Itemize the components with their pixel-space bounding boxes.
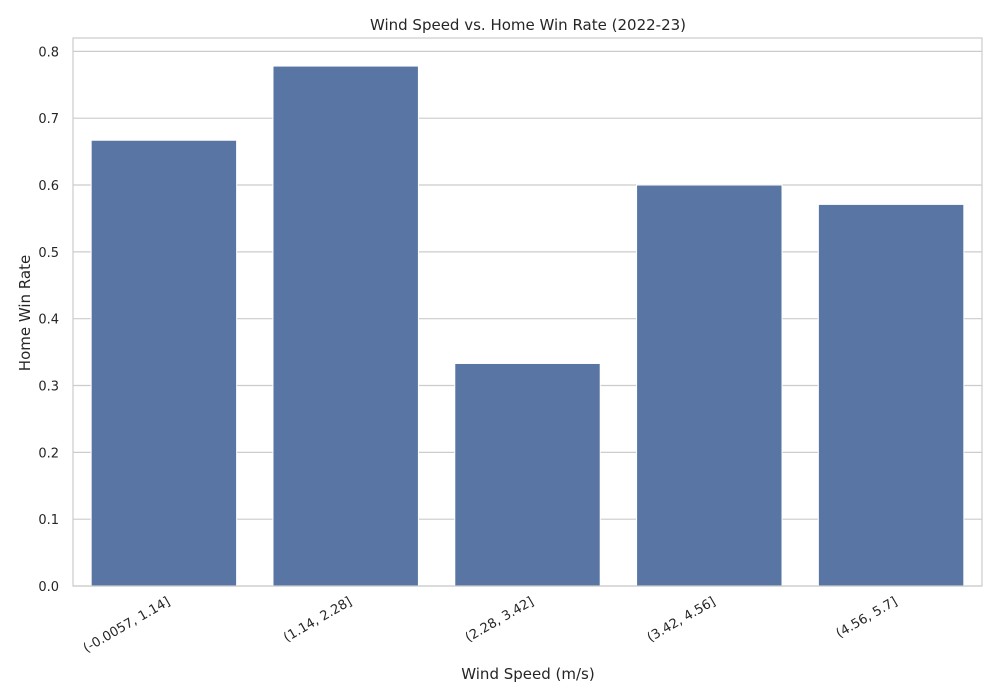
y-tick-label: 0.6 <box>38 179 59 194</box>
y-axis-label: Home Win Rate <box>16 255 34 371</box>
bars <box>90 65 965 587</box>
bar <box>636 184 783 587</box>
x-tick-label: (2.28, 3.42] <box>463 594 537 645</box>
bar <box>817 203 965 587</box>
y-tick-label: 0.5 <box>38 246 59 261</box>
x-axis-ticks: (-0.0057, 1.14] (1.14, 2.28] (2.28, 3.42] (… <box>81 594 900 656</box>
y-tick-label: 0.2 <box>38 446 59 461</box>
x-tick-label: (3.42, 4.56] <box>645 594 719 645</box>
x-axis-label: Wind Speed (m/s) <box>461 665 594 683</box>
y-axis-ticks: 0.0 0.1 0.2 0.3 0.4 0.5 0.6 0.7 0.8 <box>38 45 59 595</box>
bar <box>90 139 238 587</box>
chart-title: Wind Speed vs. Home Win Rate (2022-23) <box>370 16 686 34</box>
bar <box>272 65 419 587</box>
x-tick-label: (4.56, 5.7] <box>834 594 900 641</box>
y-tick-label: 0.3 <box>38 380 59 395</box>
x-tick-label: (1.14, 2.28] <box>281 594 355 645</box>
y-tick-label: 0.1 <box>38 513 59 528</box>
y-tick-label: 0.7 <box>38 112 59 127</box>
y-tick-label: 0.4 <box>38 313 59 328</box>
bar <box>454 362 601 587</box>
x-tick-label: (-0.0057, 1.14] <box>81 594 173 656</box>
y-tick-label: 0.0 <box>38 580 59 595</box>
plot-frame <box>72 37 983 587</box>
y-tick-label: 0.8 <box>38 45 59 60</box>
